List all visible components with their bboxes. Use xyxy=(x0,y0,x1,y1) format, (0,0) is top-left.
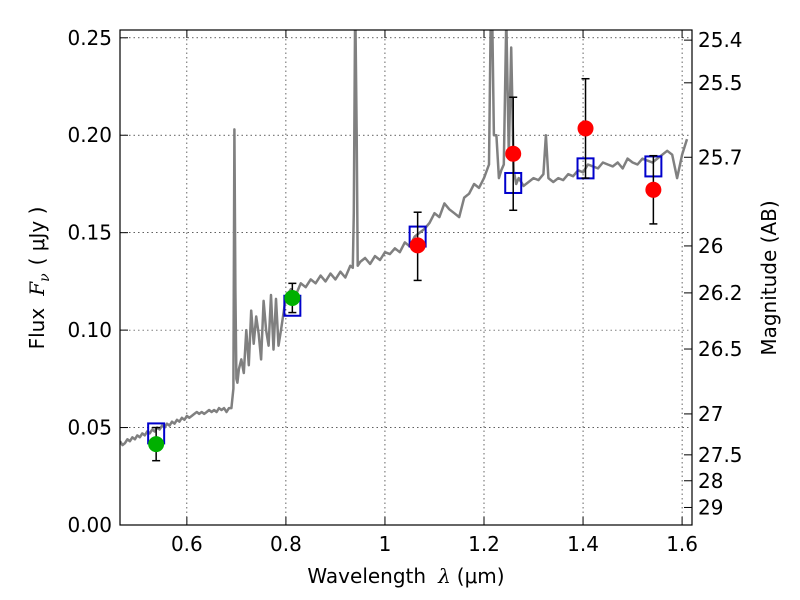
y-tick-label: 0.05 xyxy=(67,416,112,440)
x-tick-label: 0.6 xyxy=(171,532,203,556)
mag-tick-label: 27.5 xyxy=(698,443,743,467)
x-tick-label: 1.2 xyxy=(468,532,500,556)
grid-lines xyxy=(120,30,692,526)
data-point xyxy=(645,181,662,198)
x-tick-label: 1 xyxy=(379,532,392,556)
y-tick-label: 0.25 xyxy=(67,26,112,50)
data-point xyxy=(409,237,426,254)
x-tick-label: 1.6 xyxy=(666,532,698,556)
data-points xyxy=(147,77,663,462)
mag-tick-label: 26.5 xyxy=(698,337,743,361)
y-axis-label: FluxFν( μJy ) xyxy=(25,207,53,350)
data-point xyxy=(577,120,594,137)
mag-tick-label: 29 xyxy=(698,495,723,519)
spectrum-line xyxy=(120,30,689,447)
right-axis-label: Magnitude (AB) xyxy=(757,200,781,355)
x-tick-label: 1.4 xyxy=(567,532,599,556)
y-tick-label: 0.00 xyxy=(67,513,112,537)
mag-tick-label: 27 xyxy=(698,402,723,426)
mag-tick-label: 26 xyxy=(698,234,723,258)
x-axis-label: Wavelength λ (μm) xyxy=(307,564,504,588)
x-tick-label: 0.8 xyxy=(270,532,302,556)
data-point xyxy=(284,289,301,306)
y-tick-label: 0.10 xyxy=(67,318,112,342)
data-point xyxy=(505,145,522,162)
mag-tick-label: 25.5 xyxy=(698,71,743,95)
plot-area xyxy=(120,30,689,447)
axis-ticks: 0.6 0.8 1 1.2 1.4 1.6 0.00 0.05 0.10 0.15 0.20 0.25… xyxy=(67,26,742,556)
mag-tick-label: 25.7 xyxy=(698,145,743,169)
data-point xyxy=(148,436,165,453)
mag-tick-label: 26.2 xyxy=(698,281,743,305)
plot-frame xyxy=(119,29,693,526)
mag-tick-label: 28 xyxy=(698,469,723,493)
y-tick-label: 0.15 xyxy=(67,221,112,245)
mag-tick-label: 25.4 xyxy=(698,28,743,52)
y-tick-label: 0.20 xyxy=(67,123,112,147)
